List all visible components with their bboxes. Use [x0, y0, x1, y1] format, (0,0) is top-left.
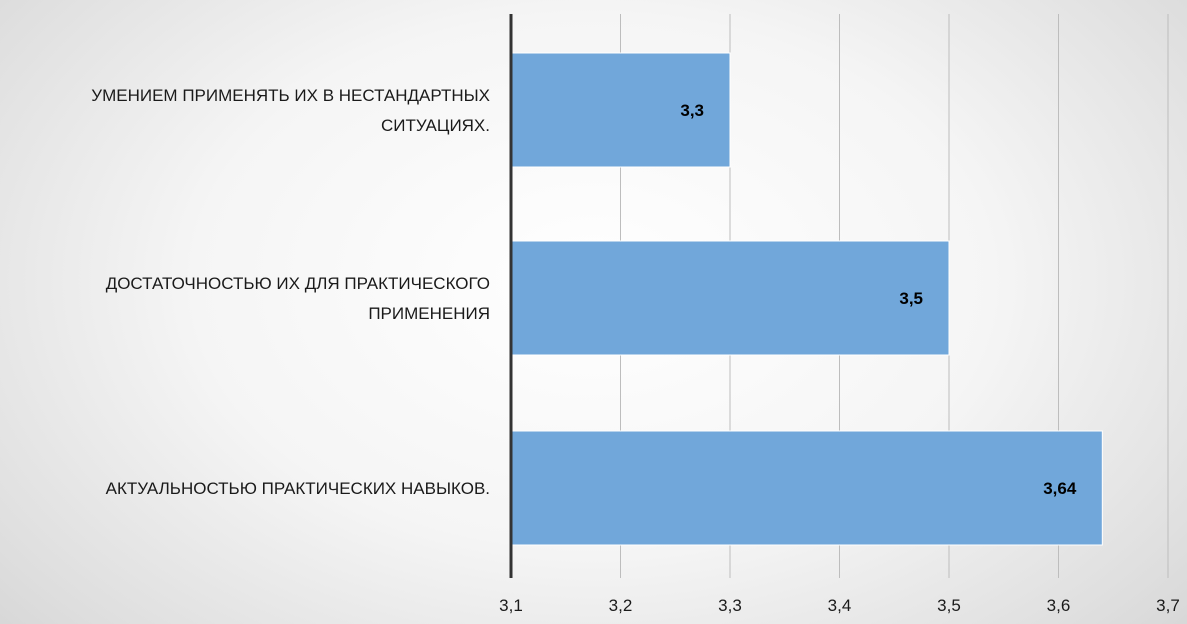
- x-tick-label: 3,3: [718, 596, 742, 615]
- x-tick-label: 3,6: [1047, 596, 1071, 615]
- data-label: 3,3: [680, 101, 704, 120]
- bar: [510, 430, 1103, 546]
- x-tick-label: 3,4: [828, 596, 852, 615]
- x-tick-label: 3,1: [499, 596, 523, 615]
- category-label: АКТУАЛЬНОСТЬЮ ПРАКТИЧЕСКИХ НАВЫКОВ.: [106, 479, 490, 498]
- data-label: 3,5: [899, 289, 923, 308]
- data-label: 3,64: [1043, 479, 1077, 498]
- category-label: ДОСТАТОЧНОСТЬЮ ИХ ДЛЯ ПРАКТИЧЕСКОГО ПРИМЕ…: [106, 274, 490, 323]
- category-label: УМЕНИЕМ ПРИМЕНЯТЬ ИХ В НЕСТАНДАРТНЫХ СИТУ…: [91, 86, 490, 135]
- x-tick-label: 3,7: [1156, 596, 1180, 615]
- bar: [510, 52, 731, 168]
- x-tick-label: 3,2: [609, 596, 633, 615]
- bar: [510, 240, 950, 356]
- x-tick-label: 3,5: [937, 596, 961, 615]
